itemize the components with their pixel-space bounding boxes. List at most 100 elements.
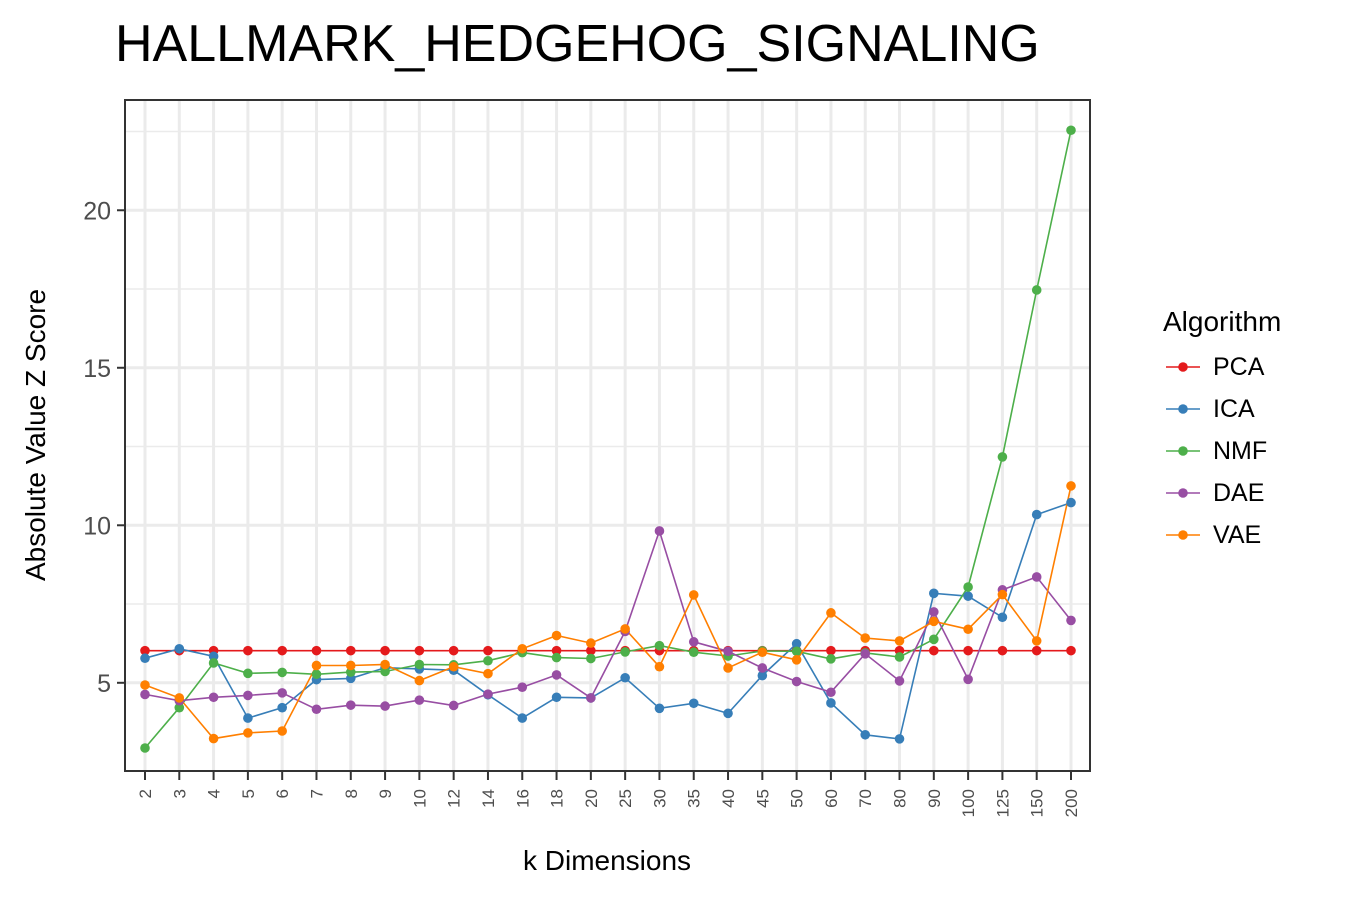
x-tick-label: 5 — [239, 789, 258, 798]
x-tick-label: 60 — [822, 789, 841, 808]
data-point-pca — [345, 645, 356, 656]
data-point-dae — [723, 646, 733, 657]
data-point-vae — [140, 680, 150, 690]
data-point-vae — [243, 728, 253, 738]
data-point-vae — [723, 663, 733, 673]
data-point-vae — [997, 589, 1008, 600]
data-point-pca — [1031, 645, 1042, 656]
data-point-pca — [140, 645, 150, 656]
data-point-ica — [1031, 509, 1042, 520]
data-point-nmf — [688, 647, 699, 658]
data-point-dae — [654, 526, 665, 536]
data-point-ica — [277, 702, 287, 713]
x-axis-label: k Dimensions — [522, 845, 692, 876]
x-tick-label: 40 — [719, 789, 738, 808]
data-point-vae — [277, 726, 287, 736]
data-point-pca — [311, 645, 322, 656]
x-tick-label: 70 — [856, 789, 875, 808]
data-point-vae — [654, 661, 665, 672]
data-point-pca — [243, 645, 253, 656]
data-point-ica — [654, 703, 665, 714]
data-point-nmf — [894, 652, 905, 662]
data-point-nmf — [791, 646, 802, 657]
data-point-vae — [414, 675, 425, 686]
data-point-ica — [894, 734, 905, 744]
data-point-ica — [1066, 497, 1076, 508]
data-point-ica — [997, 612, 1008, 623]
x-tick-label: 100 — [959, 789, 978, 817]
x-tick-label: 45 — [753, 789, 772, 808]
x-tick-label: 8 — [342, 789, 361, 798]
data-point-pca — [963, 645, 973, 656]
data-point-vae — [1066, 481, 1076, 491]
data-point-vae — [963, 624, 973, 635]
x-tick-label: 30 — [650, 789, 669, 808]
data-point-dae — [860, 649, 871, 659]
data-point-nmf — [483, 655, 493, 666]
data-point-nmf — [654, 640, 665, 651]
data-point-vae — [517, 643, 528, 654]
data-point-nmf — [414, 659, 425, 670]
x-tick-label: 35 — [685, 789, 704, 808]
legend-key-pca — [1166, 362, 1200, 372]
series-line-vae — [144, 485, 1072, 740]
legend-title: Algorithm — [1163, 306, 1282, 337]
data-point-nmf — [826, 654, 836, 664]
x-tick-label: 12 — [445, 789, 464, 808]
data-point-pca — [414, 645, 425, 656]
data-point-ica — [929, 588, 939, 599]
legend-label-pca: PCA — [1213, 352, 1265, 381]
data-point-vae — [380, 659, 390, 670]
x-tick-label: 3 — [170, 789, 189, 798]
data-point-vae — [208, 733, 219, 744]
data-point-nmf — [345, 667, 356, 677]
y-tick-label: 5 — [97, 670, 111, 698]
x-tick-label: 125 — [993, 789, 1012, 817]
data-point-vae — [826, 608, 836, 618]
data-point-pca — [586, 645, 596, 656]
data-point-vae — [448, 661, 459, 672]
data-point-nmf — [620, 647, 630, 657]
x-tick-label: 90 — [925, 789, 944, 808]
data-point-dae — [311, 704, 322, 715]
x-tick-label: 150 — [1028, 789, 1047, 817]
data-point-pca — [1066, 645, 1076, 656]
data-point-nmf — [140, 743, 150, 753]
data-point-vae — [174, 693, 185, 703]
chart-title: HALLMARK_HEDGEHOG_SIGNALING — [115, 15, 1040, 73]
data-point-dae — [208, 692, 219, 703]
legend-item-ica: ICA — [1163, 388, 1281, 430]
data-point-vae — [1031, 636, 1042, 646]
legend-item-dae: DAE — [1163, 472, 1281, 514]
x-tick-label: 50 — [788, 789, 807, 808]
data-point-ica — [517, 713, 528, 723]
data-point-pca — [826, 645, 836, 656]
data-point-dae — [894, 676, 905, 686]
data-point-pca — [997, 645, 1008, 656]
x-tick-label: 25 — [616, 789, 635, 808]
data-point-vae — [620, 624, 630, 634]
data-point-nmf — [174, 702, 185, 713]
x-tick-label: 80 — [891, 789, 910, 808]
x-tick-label: 4 — [205, 789, 224, 798]
legend-item-nmf: NMF — [1163, 430, 1281, 472]
legend-item-vae: VAE — [1163, 514, 1281, 556]
x-tick-label: 200 — [1062, 789, 1081, 817]
data-point-dae — [826, 687, 836, 698]
data-point-ica — [860, 729, 871, 740]
data-point-nmf — [311, 669, 322, 680]
x-tick-label: 16 — [513, 789, 532, 808]
data-point-pca — [929, 645, 939, 656]
x-tick-label: 6 — [273, 789, 292, 798]
legend-key-ica — [1166, 404, 1200, 414]
data-point-ica — [963, 591, 973, 601]
legend-label-dae: DAE — [1213, 478, 1265, 507]
data-point-dae — [688, 637, 699, 647]
data-point-nmf — [929, 634, 939, 645]
legend-label-vae: VAE — [1213, 520, 1262, 549]
legend-key-vae — [1166, 530, 1200, 540]
data-point-nmf — [208, 658, 219, 668]
data-point-dae — [448, 700, 459, 711]
panel-background — [125, 100, 1090, 771]
data-point-ica — [243, 713, 253, 723]
